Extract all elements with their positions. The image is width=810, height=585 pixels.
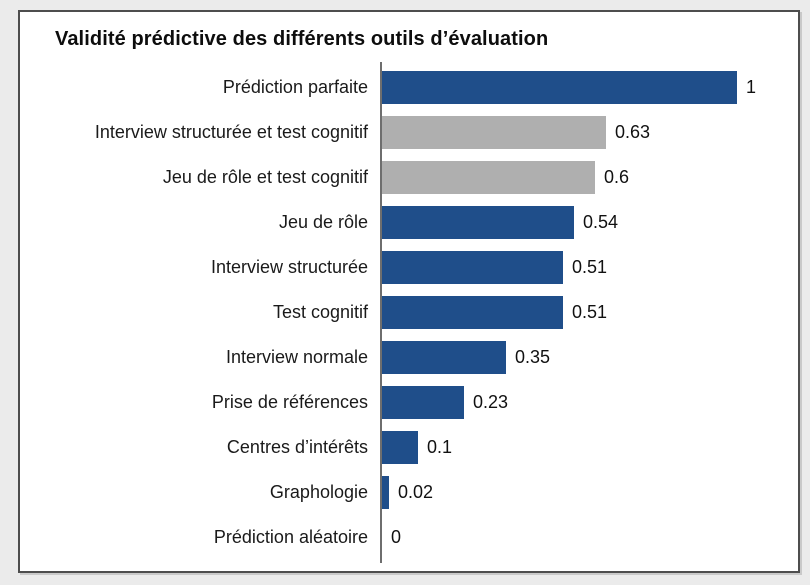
chart-row: Prédiction aléatoire 0 bbox=[20, 515, 798, 560]
bar bbox=[382, 476, 389, 509]
category-label: Graphologie bbox=[269, 482, 368, 502]
chart-row: Test cognitif 0.51 bbox=[20, 290, 798, 335]
category-label: Interview structurée et test cognitif bbox=[94, 122, 368, 142]
category-label: Centres d’intérêts bbox=[226, 437, 368, 457]
chart-row: Jeu de rôle 0.54 bbox=[20, 200, 798, 245]
value-label: 0.23 bbox=[473, 392, 509, 412]
bar-area: 0.02 bbox=[382, 470, 798, 515]
category-label: Prise de références bbox=[211, 392, 368, 412]
value-label: 0.6 bbox=[604, 167, 630, 187]
chart-row: Jeu de rôle et test cognitif 0.6 bbox=[20, 155, 798, 200]
chart-row: Interview structurée 0.51 bbox=[20, 245, 798, 290]
category-label: Interview normale bbox=[225, 347, 368, 367]
category-label: Jeu de rôle bbox=[278, 212, 368, 232]
value-label: 0.02 bbox=[398, 482, 434, 502]
bar-area: 0.23 bbox=[382, 380, 798, 425]
chart-row: Graphologie 0.02 bbox=[20, 470, 798, 515]
value-label: 0 bbox=[391, 527, 402, 547]
bar-area: 0.54 bbox=[382, 200, 798, 245]
y-axis-line bbox=[380, 62, 382, 563]
bar-area: 0.6 bbox=[382, 155, 798, 200]
bar bbox=[382, 386, 464, 419]
bar bbox=[382, 431, 418, 464]
chart-row: Interview structurée et test cognitif 0.6… bbox=[20, 110, 798, 155]
bar-area: 0.35 bbox=[382, 335, 798, 380]
chart-row: Centres d’intérêts 0.1 bbox=[20, 425, 798, 470]
bar-area: 0.51 bbox=[382, 290, 798, 335]
bar-area: 0.63 bbox=[382, 110, 798, 155]
bar bbox=[382, 206, 574, 239]
bar bbox=[382, 296, 563, 329]
chart-row: Prédiction parfaite 1 bbox=[20, 65, 798, 110]
chart-row: Prise de références 0.23 bbox=[20, 380, 798, 425]
bar-area: 1 bbox=[382, 65, 798, 110]
value-label: 0.54 bbox=[583, 212, 619, 232]
category-label: Test cognitif bbox=[272, 302, 368, 322]
value-label: 0.1 bbox=[427, 437, 453, 457]
bar bbox=[382, 116, 606, 149]
bar-area: 0.1 bbox=[382, 425, 798, 470]
chart-row: Interview normale 0.35 bbox=[20, 335, 798, 380]
bar-area: 0.51 bbox=[382, 245, 798, 290]
bar-chart: Prédiction parfaite 1 Interview structurée… bbox=[20, 65, 798, 560]
bar bbox=[382, 251, 563, 284]
chart-title: Validité prédictive des différents outil… bbox=[55, 28, 549, 50]
bar bbox=[382, 71, 737, 104]
value-label: 0.51 bbox=[572, 302, 608, 322]
value-label: 0.63 bbox=[615, 122, 651, 142]
category-label: Prédiction parfaite bbox=[222, 77, 368, 97]
bar-area: 0 bbox=[382, 515, 798, 560]
value-label: 0.35 bbox=[515, 347, 551, 367]
category-label: Interview structurée bbox=[210, 257, 368, 277]
bar bbox=[382, 161, 595, 194]
chart-frame: Validité prédictive des différents outil… bbox=[18, 10, 800, 573]
value-label: 1 bbox=[746, 77, 757, 97]
category-label: Prédiction aléatoire bbox=[213, 527, 368, 547]
bar bbox=[382, 341, 506, 374]
category-label: Jeu de rôle et test cognitif bbox=[162, 167, 368, 187]
value-label: 0.51 bbox=[572, 257, 608, 277]
